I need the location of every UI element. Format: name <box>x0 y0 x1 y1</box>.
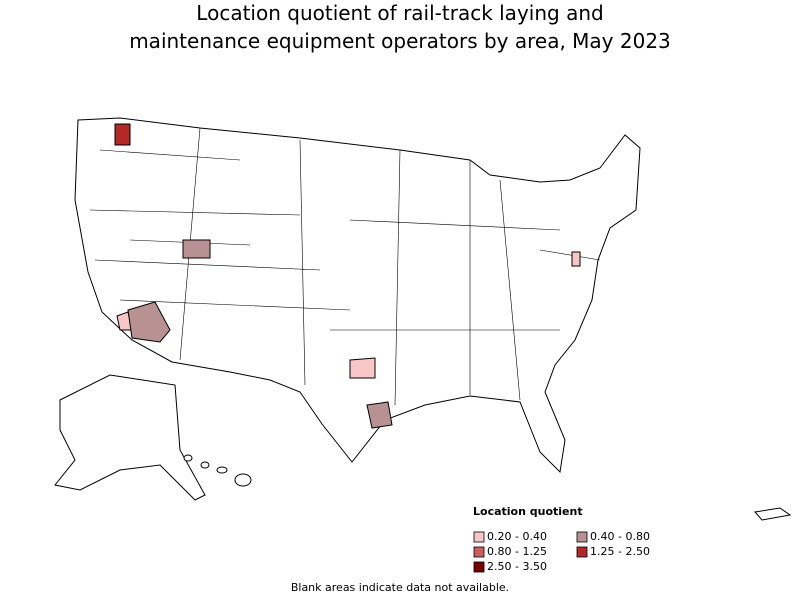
legend: Location quotient 0.20 - 0.40 0.40 - 0.80… <box>473 505 650 573</box>
island <box>183 454 193 462</box>
seattle-area <box>114 123 131 146</box>
riverside-area <box>127 301 171 343</box>
island <box>200 461 210 469</box>
legend-label: 0.40 - 0.80 <box>590 530 650 543</box>
puerto-rico <box>754 507 792 521</box>
title-line: Location quotient of rail-track laying a… <box>196 1 603 25</box>
title-line: maintenance equipment operators by area,… <box>129 29 671 53</box>
dallas-area <box>349 357 376 379</box>
footnote: Blank areas indicate data not available. <box>291 581 509 594</box>
island <box>216 466 228 474</box>
philadelphia-area <box>571 251 581 267</box>
legend-swatch <box>576 546 588 558</box>
hawaii <box>183 454 252 487</box>
island <box>234 473 252 487</box>
legend-swatch <box>473 561 485 573</box>
legend-items: 0.20 - 0.40 0.40 - 0.80 0.80 - 1.25 1.25 - … <box>473 530 650 573</box>
legend-label: 0.80 - 1.25 <box>487 545 547 558</box>
legend-swatch <box>473 531 485 543</box>
houston-area <box>366 401 393 429</box>
legend-swatch <box>576 531 588 543</box>
alaska <box>54 374 206 501</box>
legend-swatch <box>473 546 485 558</box>
salt-lake-area <box>182 239 211 259</box>
legend-title: Location quotient <box>473 505 583 518</box>
legend-label: 1.25 - 2.50 <box>590 545 650 558</box>
legend-label: 0.20 - 0.40 <box>487 530 547 543</box>
contiguous-us <box>74 117 641 474</box>
map <box>54 117 792 521</box>
legend-label: 2.50 - 3.50 <box>487 560 547 573</box>
